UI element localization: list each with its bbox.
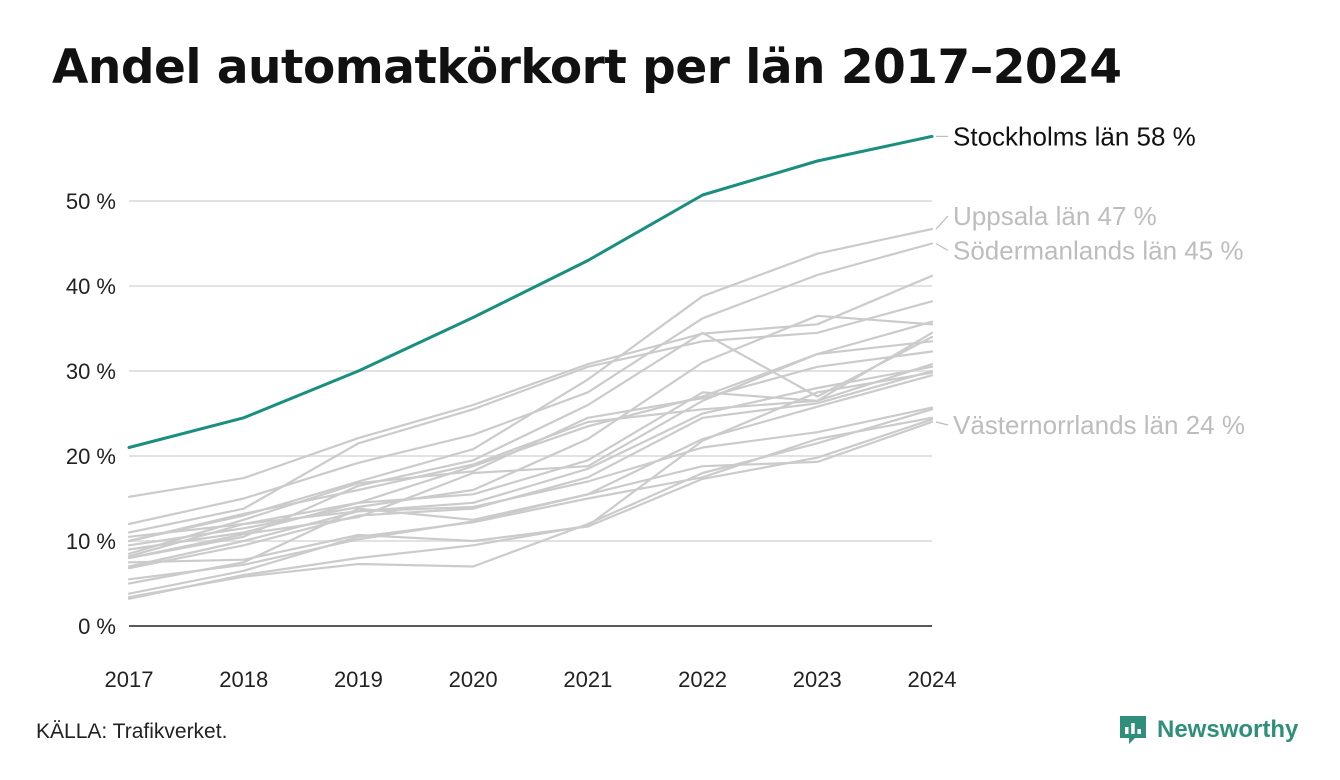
series-line — [127, 369, 934, 570]
series-line — [127, 408, 934, 599]
y-tick-label: 10 % — [66, 529, 116, 554]
x-tick-label: 2020 — [449, 667, 498, 692]
series-line — [127, 300, 934, 534]
newsworthy-logo-icon — [1120, 716, 1146, 744]
x-tick-label: 2019 — [334, 667, 383, 692]
series-end-label: Stockholms län 58 % — [953, 121, 1196, 151]
y-tick-label: 0 % — [78, 614, 116, 639]
series-line — [127, 374, 934, 585]
axes: 0 % 10 % 20 % 30 % 40 % 50 % 2017 2018 2019 2020 2… — [66, 189, 957, 692]
series-end-label: Västernorrlands län 24 % — [953, 410, 1245, 440]
y-tick-label: 40 % — [66, 274, 116, 299]
series-line — [127, 406, 934, 558]
gray-series-group — [127, 227, 934, 600]
line-chart: Stockholms län 58 % Uppsala län 47 % Söder… — [66, 121, 1245, 692]
x-tick-label: 2017 — [105, 667, 154, 692]
series-line — [127, 320, 934, 560]
series-line — [127, 418, 934, 564]
series-line — [127, 371, 934, 600]
series-end-label: Uppsala län 47 % — [953, 201, 1157, 231]
series-line — [127, 274, 934, 498]
series-line — [127, 242, 934, 526]
series-end-label: Södermanlands län 45 % — [953, 236, 1244, 266]
x-tick-label: 2022 — [678, 667, 727, 692]
series-line — [127, 365, 934, 568]
series-line — [127, 350, 934, 555]
series-line — [127, 314, 934, 547]
series-line — [127, 416, 934, 595]
series-labels: Stockholms län 58 % Uppsala län 47 % Söder… — [935, 121, 1245, 440]
brand-logo[interactable]: Newsworthy — [1118, 714, 1298, 746]
y-tick-label: 50 % — [66, 189, 116, 214]
x-tick-label: 2023 — [793, 667, 842, 692]
x-tick-label: 2024 — [908, 667, 957, 692]
chart-title: Andel automatkörkort per län 2017–2024 — [52, 40, 1122, 95]
label-leader-line — [935, 421, 949, 426]
series-line — [127, 331, 934, 543]
y-tick-label: 30 % — [66, 359, 116, 384]
label-leader-line — [935, 215, 949, 230]
x-tick-label: 2021 — [563, 667, 612, 692]
x-tick-label: 2018 — [219, 667, 268, 692]
label-leader-line — [935, 242, 949, 252]
series-line-highlight — [127, 134, 934, 449]
source-note: KÄLLA: Trafikverket. — [36, 720, 228, 743]
highlight-series-group — [127, 134, 934, 449]
y-tick-label: 20 % — [66, 444, 116, 469]
brand-name: Newsworthy — [1157, 716, 1299, 743]
gridlines — [129, 200, 932, 542]
